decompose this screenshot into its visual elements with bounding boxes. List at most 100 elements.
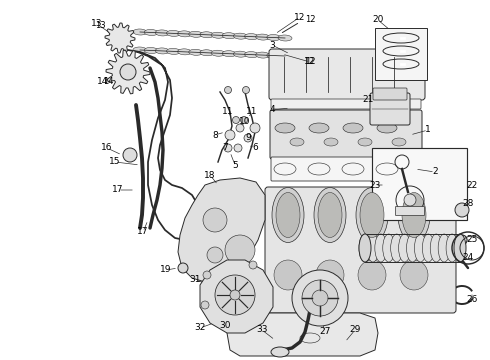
Ellipse shape xyxy=(267,35,281,41)
Ellipse shape xyxy=(375,234,387,262)
Text: 20: 20 xyxy=(372,15,384,24)
Ellipse shape xyxy=(276,193,300,238)
Text: 12: 12 xyxy=(305,58,316,67)
Ellipse shape xyxy=(155,30,170,36)
Circle shape xyxy=(203,271,211,279)
Ellipse shape xyxy=(189,49,203,55)
Circle shape xyxy=(225,130,235,140)
Ellipse shape xyxy=(359,234,371,262)
Ellipse shape xyxy=(415,234,426,262)
Text: 27: 27 xyxy=(319,328,331,337)
FancyBboxPatch shape xyxy=(271,157,421,181)
Ellipse shape xyxy=(133,29,147,35)
Ellipse shape xyxy=(245,51,259,58)
Ellipse shape xyxy=(155,48,170,54)
Ellipse shape xyxy=(343,123,363,133)
FancyBboxPatch shape xyxy=(373,88,407,100)
Text: 11: 11 xyxy=(246,108,258,117)
Text: 17: 17 xyxy=(112,185,124,194)
Circle shape xyxy=(249,261,257,269)
Text: 18: 18 xyxy=(204,171,216,180)
Text: 12: 12 xyxy=(304,58,316,67)
Ellipse shape xyxy=(167,48,180,54)
Ellipse shape xyxy=(211,50,225,56)
Circle shape xyxy=(224,86,231,94)
Text: 29: 29 xyxy=(349,325,361,334)
Text: 10: 10 xyxy=(239,117,251,126)
Ellipse shape xyxy=(278,35,292,41)
Text: 16: 16 xyxy=(101,144,113,153)
Circle shape xyxy=(201,301,209,309)
Polygon shape xyxy=(105,23,135,53)
Text: 6: 6 xyxy=(252,144,258,153)
Ellipse shape xyxy=(398,234,411,262)
Circle shape xyxy=(455,203,469,217)
Ellipse shape xyxy=(245,33,259,40)
Text: 17: 17 xyxy=(137,228,149,237)
Ellipse shape xyxy=(430,234,442,262)
Polygon shape xyxy=(106,50,150,94)
Ellipse shape xyxy=(271,347,289,357)
Text: 33: 33 xyxy=(256,325,268,334)
Text: 19: 19 xyxy=(160,266,172,274)
Circle shape xyxy=(312,290,328,306)
Circle shape xyxy=(120,64,136,80)
Ellipse shape xyxy=(392,138,406,146)
Text: 15: 15 xyxy=(109,158,121,166)
Ellipse shape xyxy=(359,234,371,262)
Ellipse shape xyxy=(272,188,304,243)
FancyBboxPatch shape xyxy=(395,207,424,216)
Ellipse shape xyxy=(167,30,180,36)
Ellipse shape xyxy=(454,234,466,262)
Text: 31: 31 xyxy=(189,275,201,284)
Text: 30: 30 xyxy=(219,320,231,329)
Text: 12: 12 xyxy=(294,13,306,22)
Ellipse shape xyxy=(377,123,397,133)
Ellipse shape xyxy=(391,234,403,262)
Circle shape xyxy=(234,144,242,152)
Circle shape xyxy=(225,235,255,265)
Ellipse shape xyxy=(233,51,247,57)
FancyBboxPatch shape xyxy=(270,110,422,159)
Text: 11: 11 xyxy=(222,108,234,117)
Ellipse shape xyxy=(222,51,236,57)
Circle shape xyxy=(178,263,188,273)
Ellipse shape xyxy=(383,234,395,262)
Circle shape xyxy=(236,124,244,132)
Ellipse shape xyxy=(360,193,384,238)
Ellipse shape xyxy=(324,138,338,146)
Text: 7: 7 xyxy=(222,144,228,153)
Ellipse shape xyxy=(275,123,295,133)
Text: 13: 13 xyxy=(91,19,103,28)
Ellipse shape xyxy=(177,31,192,37)
Ellipse shape xyxy=(200,32,214,38)
Bar xyxy=(372,148,467,220)
Ellipse shape xyxy=(316,260,344,290)
Circle shape xyxy=(203,208,227,232)
Ellipse shape xyxy=(400,260,428,290)
Ellipse shape xyxy=(189,31,203,37)
Ellipse shape xyxy=(438,234,450,262)
Polygon shape xyxy=(178,178,265,282)
Ellipse shape xyxy=(256,52,270,58)
Circle shape xyxy=(404,194,416,206)
Text: 22: 22 xyxy=(466,180,478,189)
Ellipse shape xyxy=(233,33,247,39)
Circle shape xyxy=(232,117,240,123)
FancyBboxPatch shape xyxy=(269,49,425,100)
Text: 21: 21 xyxy=(362,95,374,104)
Text: 14: 14 xyxy=(103,77,113,86)
Text: 3: 3 xyxy=(269,40,275,49)
Ellipse shape xyxy=(211,32,225,38)
Circle shape xyxy=(230,290,240,300)
FancyBboxPatch shape xyxy=(271,99,421,109)
Text: 14: 14 xyxy=(98,77,109,86)
Circle shape xyxy=(292,270,348,326)
Ellipse shape xyxy=(358,260,386,290)
Text: 32: 32 xyxy=(195,324,206,333)
Ellipse shape xyxy=(398,188,430,243)
Ellipse shape xyxy=(314,188,346,243)
Polygon shape xyxy=(200,260,273,333)
Bar xyxy=(375,28,427,80)
Ellipse shape xyxy=(402,193,426,238)
